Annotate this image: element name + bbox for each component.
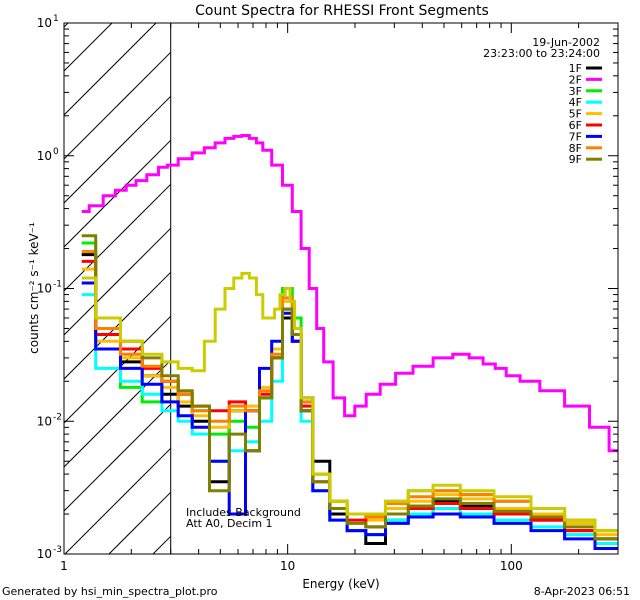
hatch-line bbox=[63, 22, 113, 72]
series-group bbox=[81, 134, 618, 550]
annotation-background: Includes Background bbox=[186, 506, 301, 519]
y-tick-label: 10 bbox=[37, 16, 52, 30]
x-tick-label: 1 bbox=[60, 559, 68, 573]
y-tick-exponent: -2 bbox=[53, 412, 62, 422]
chart-title: Count Spectra for RHESSI Front Segments bbox=[195, 3, 489, 19]
legend-label: 6F bbox=[569, 119, 582, 132]
date-label: 19-Jun-2002 bbox=[532, 36, 600, 49]
y-tick-label: 10 bbox=[37, 282, 52, 296]
series-2F bbox=[81, 134, 618, 453]
series-extra-9 bbox=[81, 271, 618, 533]
legend-label: 9F bbox=[569, 153, 582, 166]
footer-timestamp: 8-Apr-2023 06:51 bbox=[534, 585, 630, 598]
x-tick-label: 100 bbox=[500, 559, 523, 573]
time-range-label: 23:23:00 to 23:24:00 bbox=[483, 47, 600, 60]
hatch-line bbox=[63, 227, 172, 336]
series-4F bbox=[81, 293, 618, 545]
legend-label: 7F bbox=[569, 130, 582, 143]
legend-label: 4F bbox=[569, 96, 582, 109]
series-9F bbox=[81, 234, 618, 541]
legend-label: 8F bbox=[569, 142, 582, 155]
hatch-line bbox=[63, 271, 172, 380]
annotation-attenuator: Att A0, Decim 1 bbox=[186, 517, 273, 530]
hatch-line bbox=[63, 183, 172, 292]
legend-label: 2F bbox=[569, 73, 582, 86]
series-7F bbox=[81, 281, 618, 550]
legend-label: 1F bbox=[569, 62, 582, 75]
hatch-line bbox=[63, 22, 157, 116]
hatch-line bbox=[63, 22, 69, 28]
hatch-line bbox=[63, 359, 172, 468]
y-tick-label: 10 bbox=[37, 414, 52, 428]
hatched-region bbox=[63, 22, 172, 555]
hatch-line bbox=[108, 491, 172, 555]
y-tick-exponent: 0 bbox=[53, 147, 59, 157]
y-tick-label: 10 bbox=[37, 547, 52, 561]
legend-label: 5F bbox=[569, 108, 582, 121]
y-axis-label: counts cm⁻² s⁻¹ keV⁻¹ bbox=[27, 222, 41, 354]
hatch-line bbox=[152, 535, 172, 555]
y-tick-exponent: 1 bbox=[53, 14, 59, 24]
footer-generated: Generated by hsi_min_spectra_plot.pro bbox=[2, 585, 218, 598]
y-tick-exponent: -3 bbox=[53, 545, 62, 555]
hatch-line bbox=[63, 51, 172, 160]
hatch-line bbox=[63, 403, 172, 512]
hatch-line bbox=[63, 95, 172, 204]
axis-ticks bbox=[63, 22, 619, 555]
hatch-line bbox=[63, 139, 172, 248]
y-tick-label: 10 bbox=[37, 149, 52, 163]
plot-frame bbox=[63, 22, 619, 555]
hatch-line bbox=[64, 447, 172, 555]
legend-label: 3F bbox=[569, 85, 582, 98]
y-tick-exponent: -1 bbox=[53, 280, 62, 290]
x-tick-labels: 1 10 100 bbox=[60, 559, 523, 573]
x-tick-label: 10 bbox=[280, 559, 295, 573]
x-axis-label: Energy (keV) bbox=[302, 577, 379, 591]
